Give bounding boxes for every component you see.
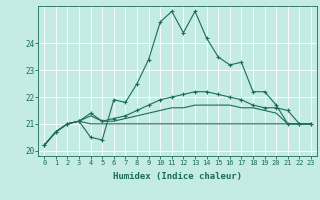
X-axis label: Humidex (Indice chaleur): Humidex (Indice chaleur) <box>113 172 242 181</box>
